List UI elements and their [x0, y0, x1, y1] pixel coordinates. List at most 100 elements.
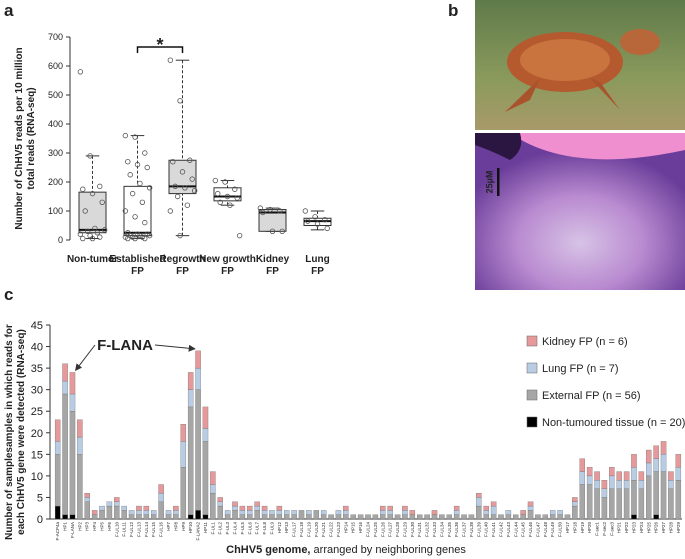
x-tick-label: F-UL9	[269, 522, 274, 535]
bar-segment	[69, 393, 76, 412]
x-tick-label: HP21	[617, 522, 622, 534]
bar-segment	[291, 510, 297, 515]
bar-segment	[357, 514, 364, 520]
bar-segment	[106, 505, 113, 520]
data-point	[167, 57, 174, 63]
bar-segment	[616, 488, 622, 520]
bar-segment	[195, 367, 201, 390]
bar-segment	[653, 458, 659, 472]
data-point	[144, 164, 150, 171]
bar-segment	[675, 454, 682, 468]
bar-segment	[217, 497, 223, 502]
bar-segment	[350, 514, 356, 520]
bar-segment	[579, 471, 585, 485]
bar-segment	[165, 510, 172, 515]
bar-segment	[187, 372, 194, 390]
x-tick-label: F-UL38	[469, 522, 474, 538]
x-tick-label: F-UL21	[321, 522, 326, 538]
x-tick-label: HP28	[668, 522, 673, 534]
x-tick-label: Established	[109, 254, 165, 265]
bar-segment	[631, 454, 637, 468]
bar-segment	[343, 510, 349, 515]
bar-segment	[210, 471, 216, 485]
x-tick-label: HP10	[188, 522, 193, 534]
data-point	[84, 228, 91, 234]
bar-segment	[283, 514, 290, 520]
x-tick-label: F-UL37	[462, 522, 467, 538]
bar-segment	[136, 510, 142, 515]
bar-segment	[143, 514, 150, 520]
x-tick-label: F-UL14	[144, 522, 149, 538]
bar-segment	[202, 406, 209, 429]
x-tick-label: HP9	[181, 522, 186, 531]
x-tick-label: HP2	[77, 522, 82, 531]
x-tick-label: HP16	[358, 522, 363, 534]
bar-segment	[99, 505, 105, 511]
data-point	[312, 214, 318, 220]
bar-segment	[380, 505, 386, 511]
data-point	[217, 199, 223, 205]
x-tick-label: HP14	[343, 522, 348, 534]
y-tick-label: 15	[31, 449, 43, 461]
x-tick-label: F-UL1	[210, 522, 215, 535]
x-tick-label: F-sec1	[595, 522, 600, 536]
bar-segment	[335, 514, 342, 520]
x-tick-label: F-UL25	[373, 522, 378, 538]
bar-segment	[527, 501, 534, 507]
bar-segment	[623, 488, 630, 520]
bar-segment	[468, 514, 475, 520]
panel-label: c	[4, 285, 13, 304]
data-point	[222, 179, 228, 185]
data-point	[184, 202, 191, 208]
y-tick-label: 20	[31, 428, 43, 440]
bar-segment	[328, 514, 334, 520]
data-point	[77, 69, 84, 75]
bar-segment	[424, 514, 430, 520]
box	[123, 185, 152, 237]
x-tick-label: HP13	[284, 522, 289, 534]
bar-segment	[269, 510, 275, 515]
x-tick-label: Non-tumor	[67, 254, 118, 265]
bar-segment	[490, 505, 497, 515]
data-point	[122, 208, 129, 214]
x-tick-label: HP25	[646, 522, 651, 534]
x-tick-label: HP3	[85, 522, 90, 531]
y-tick-label: 200	[48, 177, 63, 187]
x-tick-label: F-LANA2	[196, 522, 201, 541]
x-tick-label: F-UL39	[476, 522, 481, 538]
bar-segment	[623, 480, 630, 489]
bar-segment	[675, 467, 682, 481]
bar-segment	[99, 510, 105, 520]
bar-segment	[217, 501, 223, 507]
bar-segment	[490, 514, 497, 520]
data-point	[324, 225, 330, 232]
y-axis-label: Number of samplesamples in which reads f…	[4, 324, 15, 540]
x-tick-label: F-UL36	[454, 522, 459, 538]
bar-segment	[476, 505, 482, 520]
bar-segment	[62, 363, 68, 382]
bar-segment	[128, 510, 135, 515]
data-point	[257, 205, 264, 211]
bar-segment	[483, 510, 489, 515]
x-tick-label: F-sec2	[602, 522, 607, 536]
x-tick-label: F-UL47	[535, 522, 540, 538]
data-point	[142, 235, 148, 242]
y-tick-label: 100	[48, 206, 63, 216]
bar-segment	[217, 505, 223, 520]
data-point	[170, 158, 176, 165]
x-tick-label: HP11	[203, 522, 208, 533]
annotation: F-LANA	[97, 337, 153, 354]
bar-segment	[151, 510, 157, 515]
y-axis-label: Number of ChHV5 reads per 10 million	[14, 47, 25, 229]
histology-image: 25µM	[475, 133, 685, 290]
x-tick-label: HP20	[587, 522, 592, 534]
x-tick-label: HP29	[676, 522, 681, 534]
y-tick-label: 300	[48, 148, 63, 158]
data-point	[125, 158, 131, 165]
y-tick-label: 30	[31, 385, 43, 397]
bar-segment	[158, 492, 164, 502]
y-tick-label: 10	[31, 471, 43, 483]
y-tick-label: 700	[48, 32, 63, 42]
x-tick-label: F-LANA	[70, 522, 75, 538]
bar-segment	[646, 475, 652, 520]
